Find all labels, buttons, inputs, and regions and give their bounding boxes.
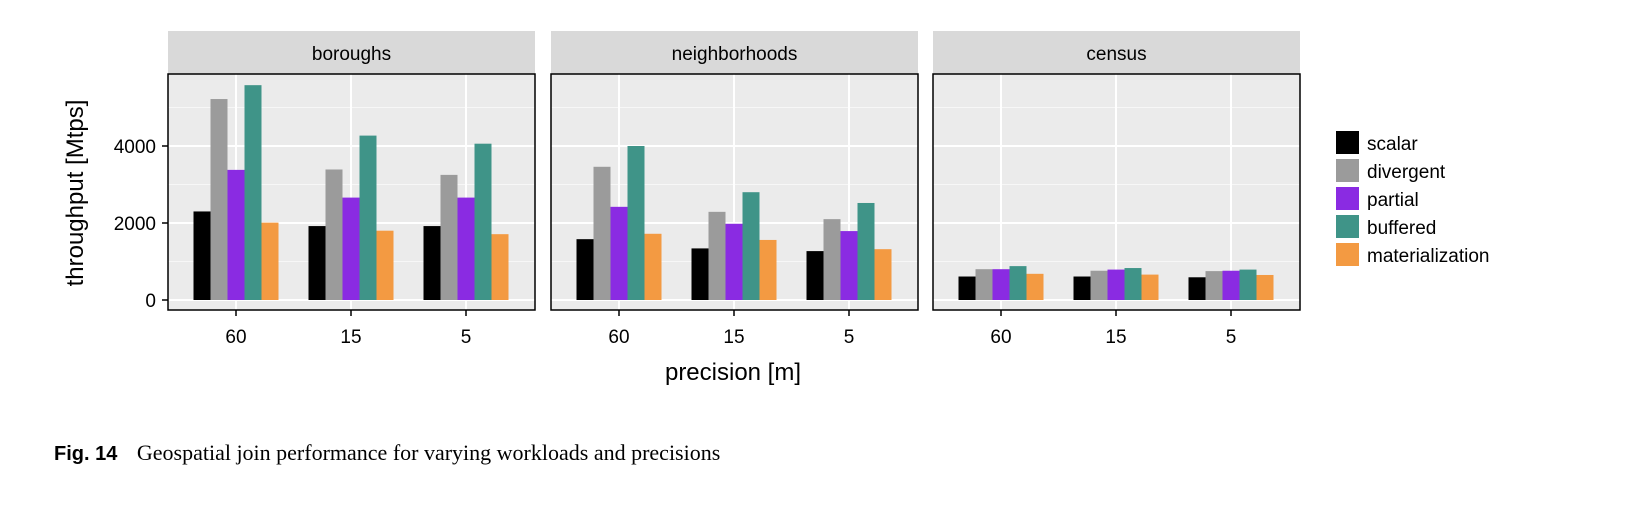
y-axis-label: throughput [Mtps] — [62, 100, 89, 287]
x-tick-label: 15 — [1105, 327, 1126, 348]
bar-scalar-5 — [1188, 277, 1206, 300]
bar-divergent-15 — [708, 211, 726, 300]
x-tick-label: 60 — [225, 327, 246, 348]
faceted-bar-chart: throughput [Mtps] precision [m] 0 2000 400… — [62, 31, 1490, 386]
y-tick-label: 0 — [145, 291, 156, 312]
bar-buffered-60 — [1009, 266, 1027, 300]
legend-label-materialization: materialization — [1367, 246, 1490, 267]
bar-partial-60 — [610, 206, 628, 300]
bar-materialization-15 — [1141, 274, 1159, 300]
panel-title: neighborhoods — [672, 44, 798, 65]
bar-partial-15 — [1107, 269, 1125, 300]
x-tick-label: 15 — [340, 327, 361, 348]
caption-label: Fig. 14 — [54, 443, 118, 465]
bar-divergent-60 — [210, 99, 228, 300]
legend-swatch-materialization — [1336, 243, 1359, 266]
caption-text: Geospatial join performance for varying … — [136, 440, 721, 465]
panel-title: boroughs — [312, 44, 391, 65]
bar-materialization-60 — [261, 222, 279, 300]
bar-buffered-15 — [359, 135, 377, 300]
y-tick-label: 4000 — [114, 137, 156, 158]
bar-materialization-15 — [376, 230, 394, 300]
panel-neighborhoods: neighborhoods 60 15 5 — [550, 31, 919, 348]
legend-swatch-buffered — [1336, 215, 1359, 238]
bar-materialization-5 — [1256, 274, 1274, 300]
bar-materialization-15 — [759, 239, 777, 300]
bar-partial-60 — [227, 169, 245, 300]
bar-divergent-60 — [975, 269, 993, 300]
bar-divergent-15 — [325, 169, 343, 300]
bar-scalar-5 — [423, 226, 441, 300]
bar-scalar-60 — [193, 211, 211, 300]
bar-materialization-5 — [874, 249, 892, 300]
y-axis: 0 2000 4000 — [114, 137, 168, 312]
panel-strip — [168, 31, 535, 74]
x-tick-label: 60 — [608, 327, 629, 348]
bar-buffered-5 — [474, 143, 492, 300]
bar-scalar-15 — [691, 248, 709, 300]
bar-buffered-15 — [742, 192, 760, 300]
bar-scalar-15 — [1073, 276, 1091, 300]
bar-buffered-5 — [1239, 269, 1257, 300]
x-tick-label: 15 — [723, 327, 744, 348]
bar-scalar-5 — [806, 251, 824, 300]
bar-divergent-15 — [1090, 270, 1108, 300]
bar-scalar-60 — [958, 276, 976, 300]
bar-partial-5 — [457, 197, 475, 300]
legend-label-partial: partial — [1367, 190, 1419, 211]
bar-materialization-60 — [644, 233, 662, 300]
bar-partial-5 — [1222, 270, 1240, 300]
bar-buffered-15 — [1124, 268, 1142, 300]
bar-divergent-60 — [593, 166, 611, 300]
panel-strip — [933, 31, 1300, 74]
legend-swatch-partial — [1336, 187, 1359, 210]
bar-buffered-60 — [244, 85, 262, 300]
bar-partial-15 — [342, 197, 360, 300]
bar-partial-15 — [725, 223, 743, 300]
y-tick-label: 2000 — [114, 214, 156, 235]
x-tick-label: 60 — [990, 327, 1011, 348]
bar-materialization-5 — [491, 234, 509, 300]
bar-partial-5 — [840, 231, 858, 300]
bar-scalar-15 — [308, 226, 326, 300]
legend: scalar divergent partial buffered materializ… — [1336, 131, 1490, 267]
bar-divergent-5 — [823, 219, 841, 300]
panel-census: census 60 15 5 — [932, 31, 1301, 348]
x-tick-label: 5 — [461, 327, 472, 348]
bar-buffered-5 — [857, 202, 875, 300]
bar-scalar-60 — [576, 239, 594, 300]
x-tick-label: 5 — [844, 327, 855, 348]
legend-label-divergent: divergent — [1367, 162, 1446, 183]
panel-strip — [551, 31, 918, 74]
legend-label-buffered: buffered — [1367, 218, 1436, 239]
x-tick-label: 5 — [1226, 327, 1237, 348]
panel-boroughs: boroughs 60 15 5 — [167, 31, 536, 348]
x-axis-label: precision [m] — [665, 359, 801, 386]
legend-swatch-scalar — [1336, 131, 1359, 154]
bar-buffered-60 — [627, 146, 645, 300]
figure-caption: Fig. 14 Geospatial join performance for … — [54, 440, 720, 466]
legend-label-scalar: scalar — [1367, 134, 1418, 155]
bar-divergent-5 — [1205, 271, 1223, 300]
legend-swatch-divergent — [1336, 159, 1359, 182]
bar-divergent-5 — [440, 174, 458, 300]
panel-title: census — [1086, 44, 1146, 65]
bar-partial-60 — [992, 269, 1010, 300]
bar-materialization-60 — [1026, 273, 1044, 300]
facet-panels: boroughs 60 15 5 neighborhoods 60 15 5 census 60 1… — [167, 31, 1301, 348]
